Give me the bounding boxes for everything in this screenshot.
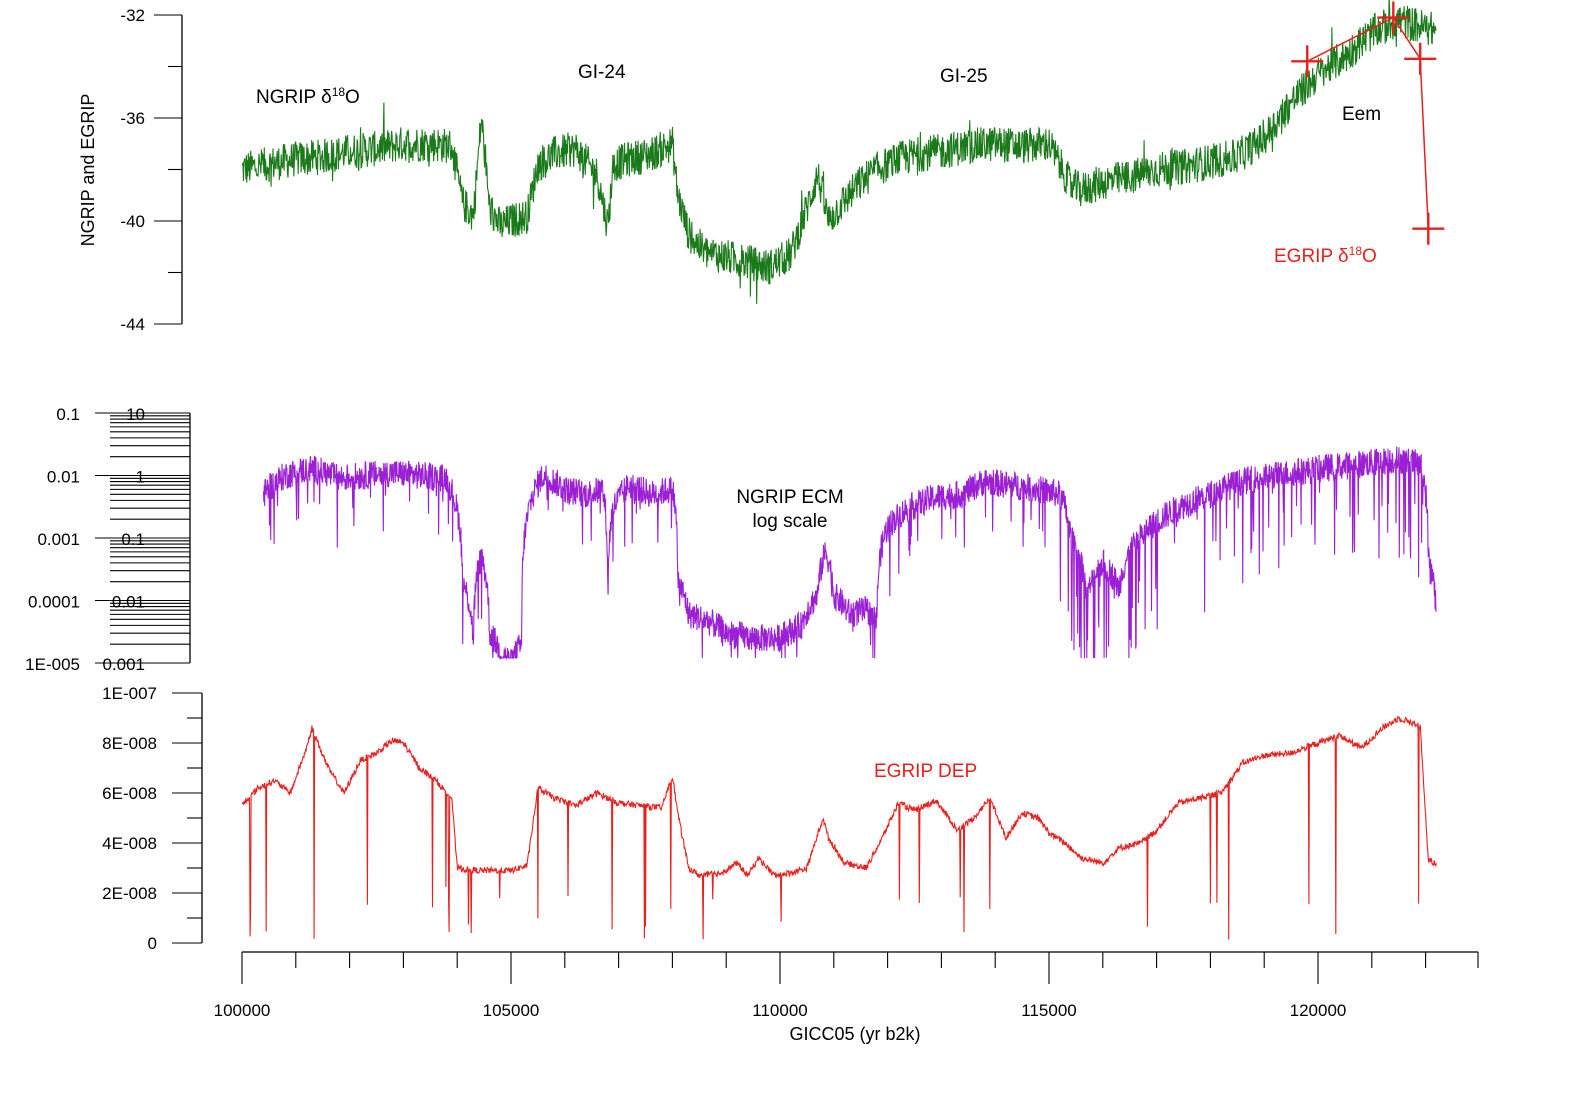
series-layer [241,0,1445,940]
ecm-inner-tick-label: 0.1 [121,530,145,549]
ecm-outer-tick-label: 0.001 [37,530,80,549]
dep-y-tick-label: 2E-008 [102,884,157,903]
annotation-eem: Eem [1342,104,1381,125]
x-tick-label: 100000 [214,1001,271,1020]
text-layer: NGRIP and EGRIP NGRIP δ18O GI-24 GI-25 E… [78,62,1381,1044]
ecm-outer-tick-label: 0.1 [56,405,80,424]
d18o-y-tick-label: -32 [120,6,145,25]
egrip-d18o-series-label: EGRIP δ18O [1274,244,1377,267]
ngrip-d18o-label-suffix: O [345,87,360,108]
ngrip-d18o-line [241,0,1437,305]
dep-y-tick-label: 4E-008 [102,834,157,853]
ecm-inner-tick-label: 0.001 [102,655,145,674]
axes-layer: -32-36-40-440.10.010.0010.00011E-0051010… [25,6,1479,1020]
d18o-y-axis-label: NGRIP and EGRIP [78,94,98,247]
ecm-outer-tick-label: 0.01 [47,468,80,487]
egrip-d18o-label-prefix: EGRIP δ [1274,246,1349,267]
ecm-series-label: NGRIP ECM [736,487,843,508]
egrip-d18o-label-suffix: O [1362,246,1377,267]
dep-y-tick-label: 6E-008 [102,784,157,803]
x-axis-label: GICC05 (yr b2k) [789,1024,920,1044]
x-tick-label: 105000 [483,1001,540,1020]
ecm-inner-tick-label: 0.01 [112,593,145,612]
dep-y-tick-label: 8E-008 [102,734,157,753]
ecm-outer-tick-label: 1E-005 [25,655,80,674]
egrip-d18o-line [1306,16,1430,229]
dep-y-tick-label: 0 [148,934,157,953]
dep-y-tick-label: 1E-007 [102,684,157,703]
annotation-gi-24: GI-24 [578,62,626,83]
ngrip-ecm-line [262,446,1437,661]
ecm-log-scale-note: log scale [753,511,828,532]
d18o-y-tick-label: -36 [120,109,145,128]
x-tick-label: 110000 [752,1001,807,1020]
egrip-dep-series-label: EGRIP DEP [874,761,977,782]
egrip-d18o-label-superscript: 18 [1349,244,1363,258]
egrip-dep-line [242,716,1437,940]
x-tick-label: 120000 [1290,1001,1347,1020]
x-tick-label: 115000 [1021,1001,1076,1020]
annotation-gi-25: GI-25 [940,66,988,87]
d18o-y-tick-label: -44 [120,315,145,334]
ecm-inner-tick-label: 10 [126,405,145,424]
d18o-y-tick-label: -40 [120,212,145,231]
ngrip-d18o-label-prefix: NGRIP δ [256,87,332,108]
ngrip-d18o-series-label: NGRIP δ18O [256,85,360,108]
ecm-inner-tick-label: 1 [136,468,145,487]
ngrip-d18o-label-superscript: 18 [332,85,346,99]
ecm-outer-tick-label: 0.0001 [28,593,80,612]
